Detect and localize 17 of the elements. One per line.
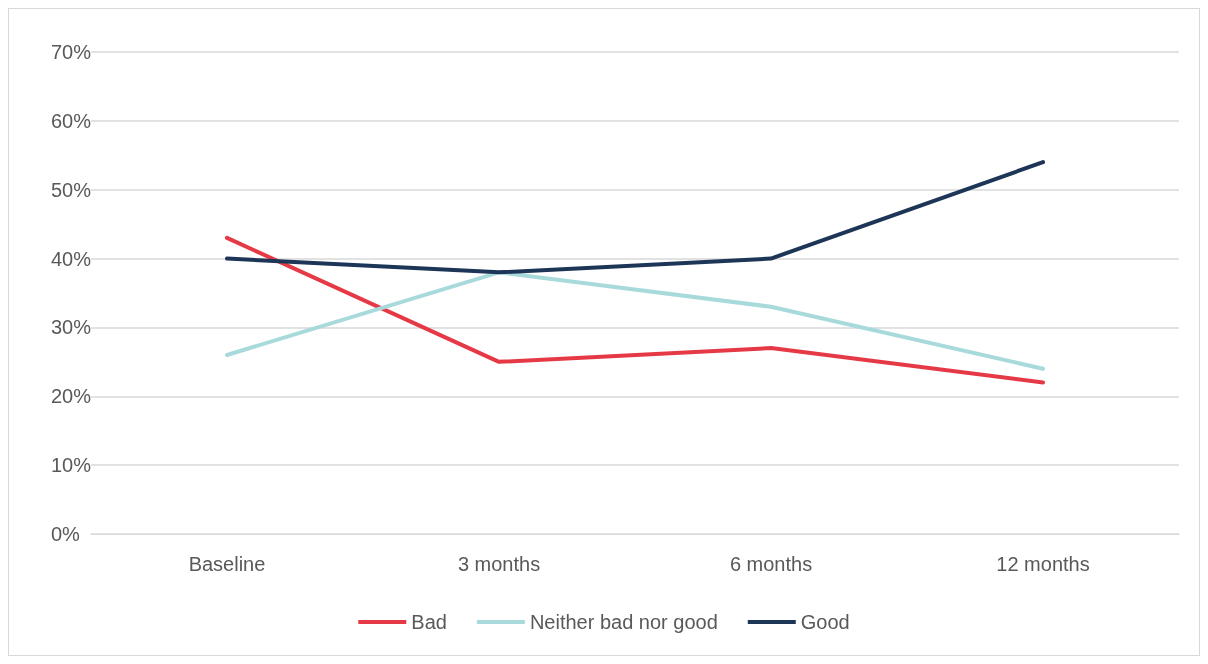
x-tick-label: Baseline [188,553,266,575]
y-tick-label: 20% [51,385,92,408]
x-tick-label: 6 months [729,553,813,575]
y-tick-label: 60% [51,109,92,132]
y-tick-label: 40% [51,247,92,270]
legend-label: Bad [411,611,447,633]
y-tick-label: 0% [51,523,81,545]
y-tick-label: 50% [51,178,92,201]
legend-label: Neither bad nor good [529,611,718,633]
line-series [225,235,1045,385]
y-tick-label: 30% [51,316,92,339]
x-tick-label: 3 months [457,553,541,575]
x-tick-label: 12 months [996,553,1090,575]
y-tick-label: 10% [51,454,92,477]
y-tick-label: 70% [51,41,92,63]
line-series [225,270,1045,371]
legend-label: Good [800,611,850,633]
